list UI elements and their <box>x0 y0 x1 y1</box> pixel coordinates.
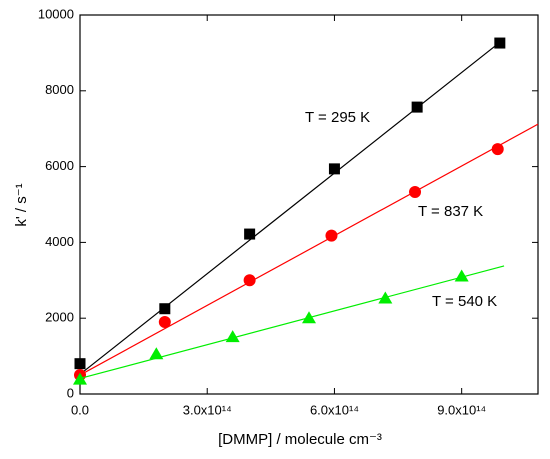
x-tick-label: 9.0x10¹⁴ <box>437 402 486 417</box>
y-tick-label: 6000 <box>45 158 74 173</box>
fit-line <box>79 265 505 380</box>
marker <box>328 163 340 175</box>
marker <box>73 372 87 385</box>
marker <box>494 37 506 49</box>
x-tick-label: 6.0x10¹⁴ <box>310 402 359 417</box>
marker <box>244 228 256 240</box>
y-tick-label: 4000 <box>45 234 74 249</box>
marker <box>378 291 393 304</box>
y-tick-label: 8000 <box>45 82 74 97</box>
marker <box>225 330 240 343</box>
annotation: T = 540 K <box>432 293 497 310</box>
y-tick-label: 0 <box>67 385 74 400</box>
marker <box>491 143 504 156</box>
fit-line <box>79 41 501 375</box>
x-tick-label: 0.0 <box>71 402 89 417</box>
plot-frame <box>79 14 539 395</box>
annotation: T = 295 K <box>305 109 370 126</box>
y-tick-label: 2000 <box>45 310 74 325</box>
y-tick-label: 10000 <box>38 6 74 21</box>
marker <box>302 311 316 324</box>
marker <box>409 185 422 198</box>
x-tick-label: 3.0x10¹⁴ <box>183 402 232 417</box>
y-axis-label: k' / s⁻¹ <box>13 183 30 226</box>
x-axis-label: [DMMP] / molecule cm⁻³ <box>218 431 382 448</box>
marker <box>325 229 338 242</box>
fit-line <box>79 123 539 376</box>
marker <box>149 347 164 360</box>
marker <box>243 274 256 287</box>
marker <box>454 269 469 282</box>
marker <box>159 303 171 315</box>
marker <box>74 358 86 370</box>
marker <box>411 101 423 113</box>
annotation: T = 837 K <box>418 203 483 220</box>
marker <box>158 315 171 328</box>
